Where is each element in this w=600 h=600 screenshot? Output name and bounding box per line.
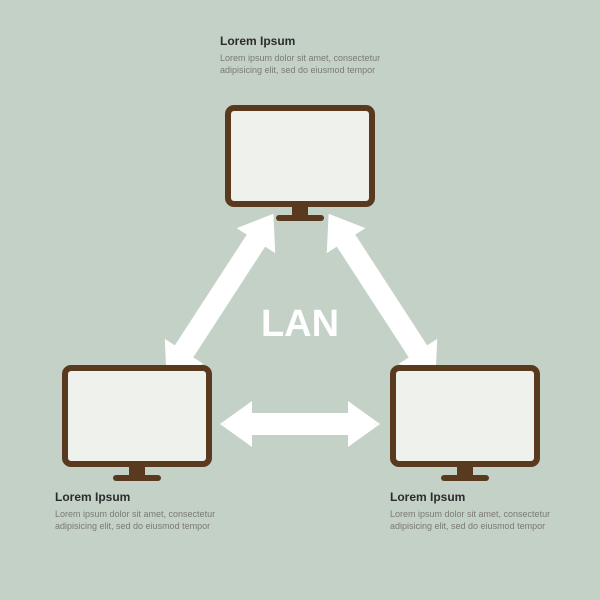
node-bottom-right-title: Lorem Ipsum xyxy=(390,490,560,504)
center-label: LAN xyxy=(261,303,339,346)
node-top-title: Lorem Ipsum xyxy=(220,34,390,48)
arrow-top-bottom_left xyxy=(147,201,292,390)
node-top-body: Lorem ipsum dolor sit amet, consectetur … xyxy=(220,52,390,76)
node-bottom-left-title: Lorem Ipsum xyxy=(55,490,225,504)
node-bottom-right-body: Lorem ipsum dolor sit amet, consectetur … xyxy=(390,508,560,532)
arrow-top-bottom_right xyxy=(309,201,454,390)
node-bottom-left-body: Lorem ipsum dolor sit amet, consectetur … xyxy=(55,508,225,532)
diagram-canvas: LAN Lorem Ipsum Lorem ipsum dolor sit am… xyxy=(0,0,600,600)
monitor-icon-bottom-right xyxy=(390,365,540,488)
monitor-icon-top xyxy=(225,105,375,228)
node-bottom-left-text: Lorem Ipsum Lorem ipsum dolor sit amet, … xyxy=(55,490,225,532)
monitor-icon-bottom-left xyxy=(62,365,212,488)
arrow-bottom_left-bottom_right xyxy=(220,401,380,447)
node-bottom-right-text: Lorem Ipsum Lorem ipsum dolor sit amet, … xyxy=(390,490,560,532)
node-top-text: Lorem Ipsum Lorem ipsum dolor sit amet, … xyxy=(220,34,390,76)
